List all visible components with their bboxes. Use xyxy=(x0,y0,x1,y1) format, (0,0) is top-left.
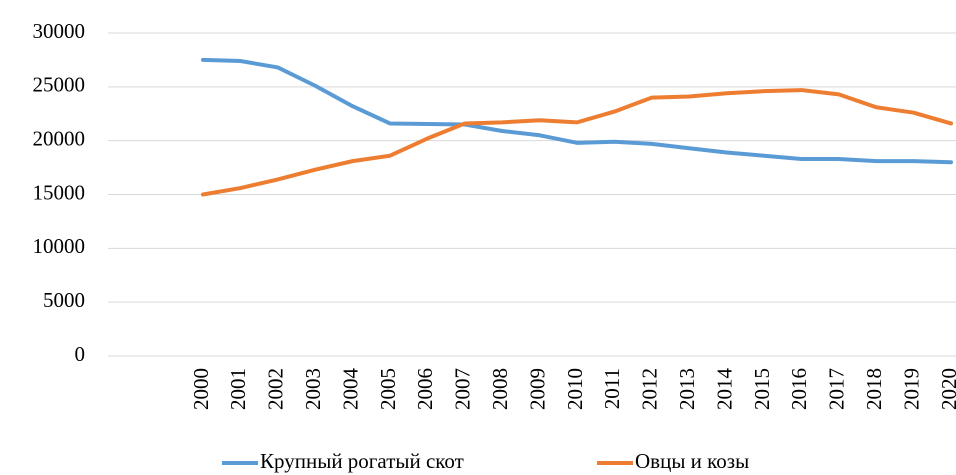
y-tick-label: 20000 xyxy=(33,126,86,150)
x-tick-label: 2001 xyxy=(226,368,250,410)
x-tick-label: 2016 xyxy=(787,368,811,410)
x-tick-label: 2007 xyxy=(451,368,475,410)
x-tick-label: 2004 xyxy=(338,368,362,411)
series-line xyxy=(201,88,953,197)
x-tick-label: 2012 xyxy=(638,368,662,410)
x-tick-label: 2003 xyxy=(301,368,325,410)
x-tick-label: 2018 xyxy=(862,368,886,410)
x-tick-label: 2020 xyxy=(937,368,956,410)
x-tick-label: 2017 xyxy=(825,368,849,410)
y-tick-label: 30000 xyxy=(33,19,86,43)
y-tick-label: 10000 xyxy=(33,234,86,258)
y-tick-label: 5000 xyxy=(43,288,85,312)
y-tick-label: 0 xyxy=(75,342,86,366)
legend-label: Овцы и козы xyxy=(635,449,749,473)
x-tick-label: 2006 xyxy=(413,368,437,410)
x-tick-label: 2013 xyxy=(675,368,699,410)
x-tick-label: 2008 xyxy=(488,368,512,410)
y-tick-label: 15000 xyxy=(33,180,86,204)
x-tick-label: 2014 xyxy=(712,368,736,411)
x-tick-label: 2019 xyxy=(899,368,923,410)
y-tick-label: 25000 xyxy=(33,73,86,97)
x-tick-label: 2015 xyxy=(750,368,774,410)
series-line xyxy=(201,57,953,165)
legend-label: Крупный рогатый скот xyxy=(260,449,464,473)
x-tick-label: 2000 xyxy=(189,368,213,410)
x-tick-label: 2011 xyxy=(600,368,624,409)
x-tick-label: 2009 xyxy=(525,368,549,410)
x-tick-label: 2010 xyxy=(563,368,587,410)
x-tick-label: 2005 xyxy=(376,368,400,410)
x-tick-label: 2002 xyxy=(264,368,288,410)
